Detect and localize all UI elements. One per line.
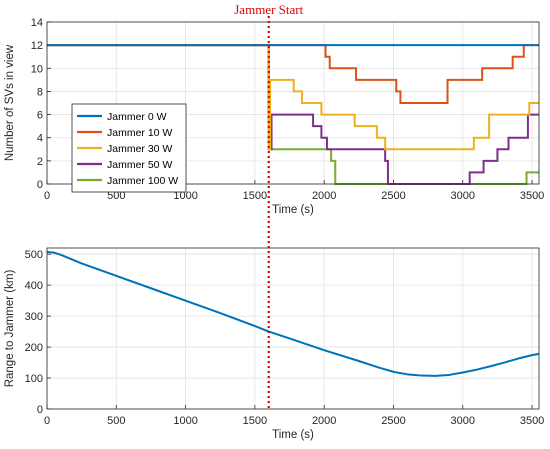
jammer-start-label: Jammer Start [234,2,303,17]
bottom-series-group [46,251,540,377]
x-tick-label: 2000 [312,190,336,202]
legend-entry: Jammer 100 W [107,175,178,187]
y-tick-label: 0 [37,179,43,191]
series-line-jammer-10-w [47,44,539,104]
y-tick-label: 8 [37,86,43,98]
y-tick-label: 0 [37,404,43,416]
series-line-jammer-50-w [47,44,539,185]
range-to-jammer-panel: 0 500 1000 1500 2000 2500 3000 3500 0 100 200 300 4… [4,247,544,441]
svs-in-view-panel: 0 500 1000 1500 2000 2500 3000 3500 0 2 4 6 8 10 12 14… [4,17,544,216]
x-tick-label: 1500 [243,190,267,202]
legend-entry: Jammer 10 W [107,127,172,139]
x-tick-label: 2500 [381,415,405,427]
y-tick-label: 300 [25,311,43,323]
top-axes-box [46,21,540,185]
x-tick-label: 2500 [381,190,405,202]
legend-entry: Jammer 0 W [107,111,167,123]
x-tick-label: 3000 [451,415,475,427]
range-series-line [46,251,540,377]
x-tick-label: 1000 [173,190,197,202]
top-y-axis-label: Number of SVs in view [4,44,16,161]
top-x-tick-labels: 0 500 1000 1500 2000 2500 3000 3500 [44,190,544,202]
x-tick-label: 3500 [520,190,544,202]
top-x-axis-label: Time (s) [272,204,314,216]
y-tick-label: 12 [31,40,43,52]
x-tick-label: 500 [107,415,125,427]
y-tick-label: 14 [31,17,43,29]
x-tick-label: 2000 [312,415,336,427]
y-tick-label: 2 [37,156,43,168]
x-tick-label: 500 [107,190,125,202]
y-tick-label: 4 [37,133,43,145]
y-tick-label: 200 [25,342,43,354]
y-tick-label: 500 [25,249,43,261]
legend: Jammer 0 W Jammer 10 W Jammer 30 W Jammer 5… [71,103,187,193]
x-tick-label: 3500 [520,415,544,427]
y-tick-label: 10 [31,63,43,75]
x-tick-label: 1000 [173,415,197,427]
series-line-jammer-30-w [47,44,539,151]
x-tick-label: 0 [44,415,50,427]
bottom-axes-box [46,247,540,410]
x-tick-label: 0 [44,190,50,202]
top-y-tick-labels: 0 2 4 6 8 10 12 14 [31,17,43,191]
x-tick-label: 3000 [451,190,475,202]
y-tick-label: 400 [25,280,43,292]
bottom-x-tick-labels: 0 500 1000 1500 2000 2500 3000 3500 [44,415,544,427]
y-tick-label: 100 [25,373,43,385]
bottom-y-axis-label: Range to Jammer (km) [4,270,16,388]
legend-entry: Jammer 50 W [107,159,172,171]
bottom-y-tick-labels: 0 100 200 300 400 500 [25,249,43,416]
bottom-axes-background [47,248,539,409]
bottom-x-axis-label: Time (s) [272,429,314,441]
x-tick-label: 1500 [243,415,267,427]
y-tick-label: 6 [37,110,43,122]
legend-entry: Jammer 30 W [107,143,172,155]
